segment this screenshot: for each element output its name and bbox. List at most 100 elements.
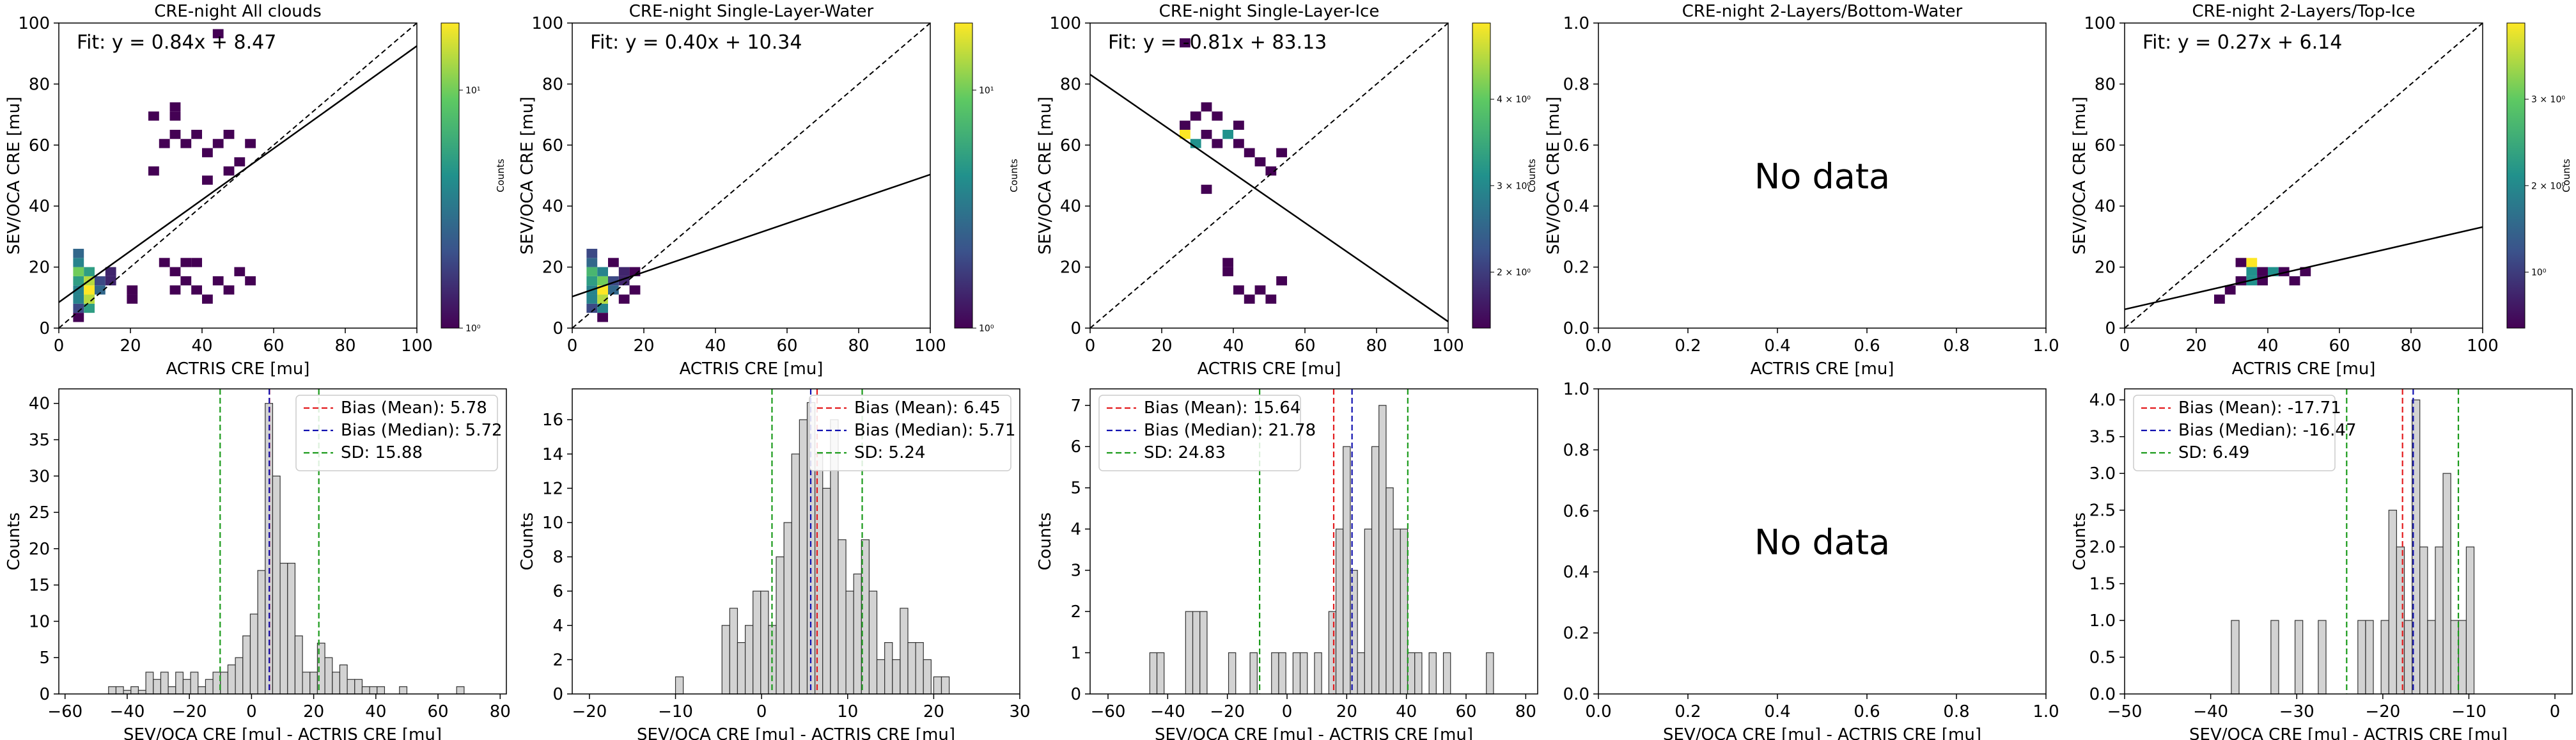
heatmap-cell <box>597 294 608 304</box>
panel-title: CRE-night All clouds <box>154 2 322 21</box>
y-tick-label: 0.6 <box>1563 502 1589 521</box>
heatmap-cell <box>105 267 116 276</box>
y-tick-label: 60 <box>542 136 563 155</box>
y-tick-label: 80 <box>2095 75 2116 94</box>
histogram-bar <box>915 642 924 695</box>
heatmap-cell <box>127 285 138 295</box>
y-tick-label: 100 <box>2084 14 2116 33</box>
x-tick-label: 80 <box>2400 336 2421 356</box>
histogram-bar <box>744 625 754 695</box>
colorbar <box>441 22 460 329</box>
x-tick-label: 1.0 <box>2033 702 2059 721</box>
axes-frame <box>572 388 1020 695</box>
heatmap-cell <box>212 276 224 286</box>
histogram-bar <box>2388 510 2397 695</box>
legend-entry: SD: 15.88 <box>341 443 423 462</box>
histogram-bar <box>1428 652 1437 695</box>
y-tick-label: 3 <box>1070 562 1081 581</box>
one-to-one-line <box>572 22 931 329</box>
y-tick-label: 20 <box>29 540 50 559</box>
heatmap-cell <box>597 303 608 313</box>
histogram-bar <box>272 475 281 695</box>
x-tick-label: 0 <box>1085 336 1096 356</box>
x-tick-label: 80 <box>490 702 511 721</box>
panel-title: CRE-night 2-Layers/Top-Ice <box>2192 2 2415 21</box>
histogram-bar <box>1185 611 1194 695</box>
heatmap-cell <box>1265 294 1277 304</box>
x-axis-label: ACTRIS CRE [mu] <box>1198 359 1341 379</box>
histogram-bar <box>1271 652 1279 695</box>
x-tick-label: 10 <box>837 702 858 721</box>
histogram-bar <box>347 679 355 695</box>
x-axis-label: SEV/OCA CRE [mu] - ACTRIS CRE [mu] <box>123 725 442 740</box>
y-tick-label: 1.0 <box>2089 611 2116 631</box>
heatmap-cell <box>1276 148 1287 157</box>
x-tick-label: 20 <box>1151 336 1172 356</box>
histogram-panel-5: Bias (Mean): -17.71 Bias (Median): -16.47… <box>2070 388 2573 740</box>
heatmap-cell <box>73 276 84 286</box>
heatmap-panel-5: Fit: y = 0.27x + 6.14 0 20 40 60 80 100 0 20 40 60… <box>2070 2 2572 379</box>
colorbar-tick-label: 4 × 10⁰ <box>1497 95 1531 105</box>
y-tick-label: 0 <box>1070 319 1081 338</box>
y-tick-label: 4 <box>552 617 563 636</box>
heatmap-cell <box>169 102 181 112</box>
y-tick-label: 0.8 <box>1563 75 1589 94</box>
fit-line <box>572 173 931 297</box>
y-tick-label: 0 <box>39 685 50 704</box>
y-tick-label: 80 <box>29 75 50 94</box>
panel-title: CRE-night Single-Layer-Ice <box>1159 2 1380 21</box>
histogram-bar <box>2231 620 2240 695</box>
histogram-bar <box>1292 652 1301 695</box>
y-axis-label: SEV/OCA CRE [mu] <box>2070 97 2089 255</box>
histogram-bar <box>760 590 769 695</box>
histogram-bar <box>884 642 893 695</box>
heatmap-cell <box>597 313 608 322</box>
histogram-bar <box>198 686 207 695</box>
y-tick-label: 0.6 <box>1563 136 1589 155</box>
heatmap-cell <box>1201 102 1212 112</box>
x-tick-label: −60 <box>47 702 82 721</box>
heatmap-cell <box>1244 148 1255 157</box>
x-tick-label: 30 <box>1009 702 1030 721</box>
heatmap-cell <box>169 285 181 295</box>
histogram-panel-4: No data 0.0 0.2 0.4 0.6 0.8 1.0 0.0 0.2 0.4 0.6 0.8… <box>1563 380 2059 740</box>
colorbar-tick-label: 10⁰ <box>465 324 481 334</box>
legend: Bias (Mean): 6.45 Bias (Median): 5.71 SD: … <box>809 395 1016 471</box>
heatmap-cell <box>159 258 170 267</box>
heatmap-cell <box>2235 258 2247 267</box>
x-tick-label: 0 <box>54 336 65 356</box>
no-data-annotation: No data <box>1754 523 1890 563</box>
histogram-bar <box>1228 652 1237 695</box>
y-tick-label: 100 <box>531 14 563 33</box>
x-tick-label: −20 <box>572 702 607 721</box>
histogram-bar <box>354 679 363 695</box>
histogram-bar <box>721 625 730 695</box>
one-to-one-line <box>1089 22 1449 329</box>
x-tick-label: 0 <box>2119 336 2130 356</box>
histogram-bar <box>799 419 808 695</box>
legend-box <box>1098 395 1301 471</box>
x-tick-label: 40 <box>705 336 726 356</box>
y-tick-label: 40 <box>29 197 50 216</box>
y-tick-label: 1.0 <box>1563 380 1589 399</box>
histogram-bar <box>1386 487 1394 695</box>
legend-entry: Bias (Median): 5.72 <box>341 421 503 440</box>
y-tick-label: 0.0 <box>1563 685 1589 704</box>
histogram-bar <box>791 453 800 695</box>
histogram-bar <box>923 659 932 695</box>
x-tick-label: 60 <box>428 702 449 721</box>
legend-entry: Bias (Mean): 15.64 <box>1144 398 1300 418</box>
x-axis-label: SEV/OCA CRE [mu] - ACTRIS CRE [mu] <box>2189 725 2508 740</box>
heatmap-cell <box>2224 285 2236 295</box>
legend-box <box>809 395 1011 471</box>
histogram-bar <box>2357 620 2366 695</box>
one-to-one-line <box>58 22 418 329</box>
heatmap-cell <box>2289 276 2300 286</box>
legend-entry: SD: 5.24 <box>854 443 925 462</box>
one-to-one-line <box>2124 22 2483 329</box>
axes-frame <box>58 388 507 695</box>
x-tick-label: 0 <box>246 702 257 721</box>
heatmap-cell <box>180 139 192 148</box>
heatmap-cell <box>608 258 619 267</box>
heatmap-cell <box>608 285 619 295</box>
